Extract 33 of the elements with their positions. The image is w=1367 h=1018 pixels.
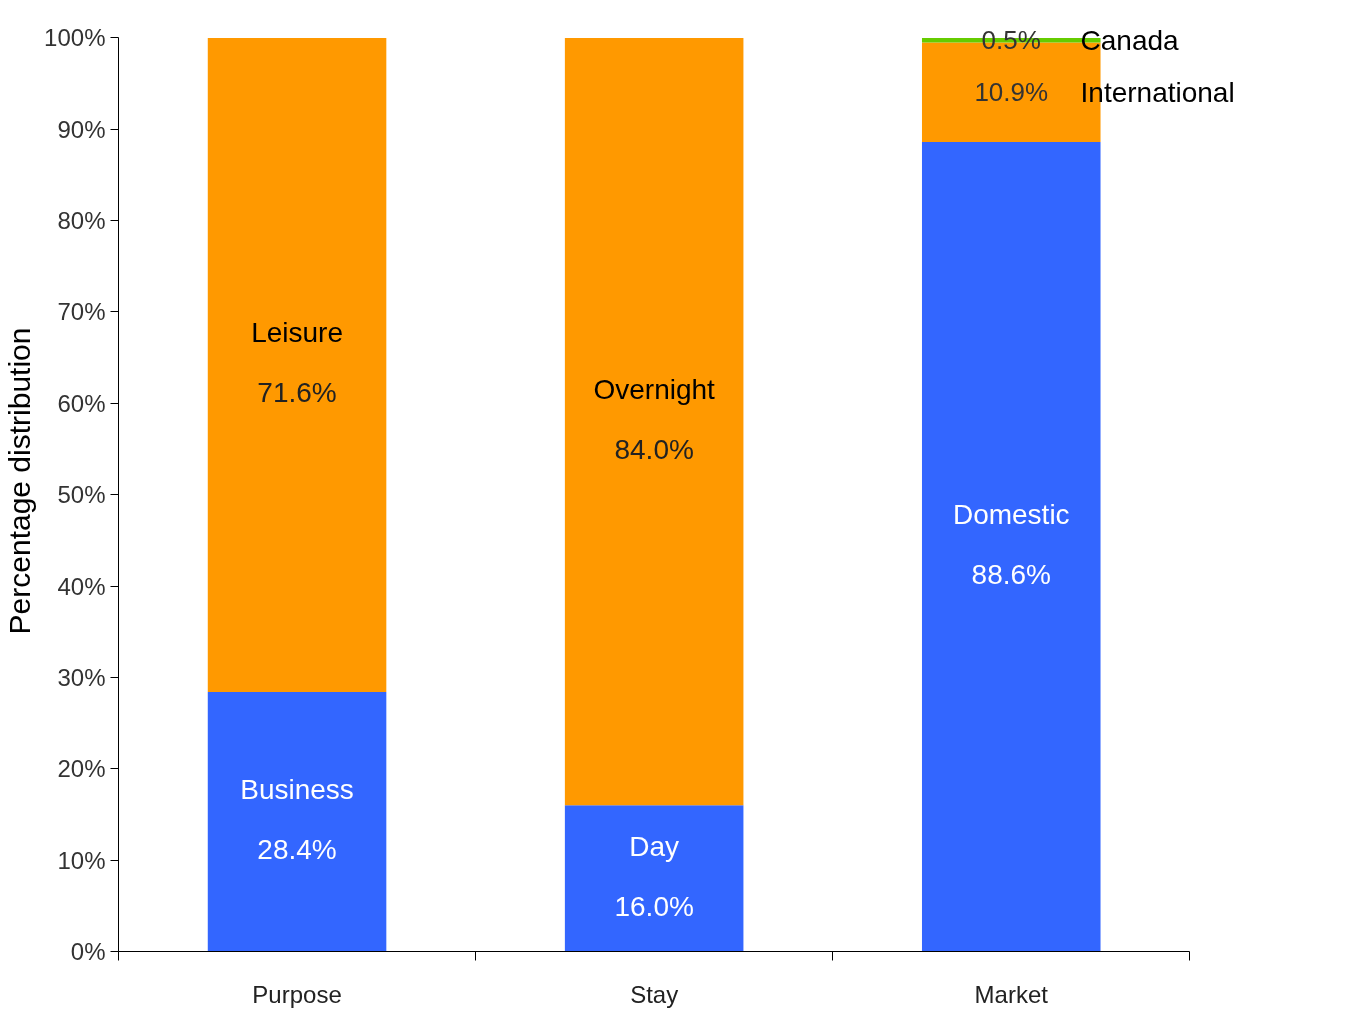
y-axis-title: Percentage distribution: [3, 327, 37, 635]
y-tick-label: 60%: [57, 389, 106, 417]
y-tick-label: 0%: [70, 938, 106, 965]
y-tick-label: 30%: [57, 663, 106, 691]
y-tick-label: 10%: [57, 846, 106, 874]
y-tick-label: 100%: [44, 24, 106, 52]
data-label: 88.6%: [971, 559, 1051, 591]
annotation: Leisure: [251, 317, 343, 349]
data-label: 28.4%: [257, 834, 337, 866]
annotation: Domestic: [952, 499, 1070, 531]
data-label: 71.6%: [257, 377, 337, 409]
y-tick-label: 70%: [57, 298, 106, 326]
data-label: 10.9%: [974, 77, 1049, 108]
y-tick-label: 50%: [57, 481, 106, 509]
x-tick-label: Purpose: [252, 980, 342, 1008]
x-tick-label: Market: [974, 980, 1049, 1008]
bar: [564, 805, 744, 952]
annotation: Business: [240, 774, 354, 806]
y-tick-label: 80%: [57, 207, 106, 235]
data-label: 16.0%: [614, 890, 694, 922]
y-tick-label: 40%: [57, 572, 106, 600]
data-label: 0.5%: [981, 25, 1041, 56]
bar: [921, 142, 1101, 952]
y-tick-label: 20%: [57, 755, 106, 783]
y-tick-label: 90%: [57, 115, 106, 143]
bar: [564, 37, 744, 806]
annotation: Day: [629, 830, 680, 862]
annotation: Canada: [1080, 24, 1180, 56]
x-tick-label: Stay: [630, 980, 679, 1008]
bar: [207, 37, 387, 693]
bar: [207, 692, 387, 952]
annotation: Overnight: [593, 374, 716, 406]
data-label: 84.0%: [614, 434, 694, 466]
